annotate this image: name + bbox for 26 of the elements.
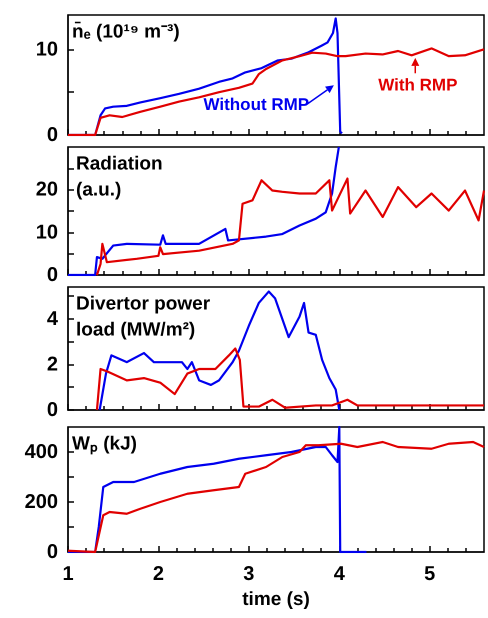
y-axis-title: Radiation (a.u.) xyxy=(76,154,168,200)
y-tick-label: 4 xyxy=(46,308,59,330)
y-tick-label: 0 xyxy=(46,399,58,421)
y-axis-title: Wₚ (kJ) xyxy=(72,434,137,454)
y-tick-label: 0 xyxy=(46,124,58,146)
y-tick-label: 10 xyxy=(36,221,58,244)
x-tick-label: 2 xyxy=(152,563,164,585)
x-tick-label: 3 xyxy=(243,563,254,585)
x-tick-label: 4 xyxy=(334,563,346,585)
series-label: With RMP xyxy=(378,76,458,95)
y-tick-label: 2 xyxy=(46,353,58,376)
y-axis-title: n̄ₑ (10¹⁹ m⁻³) xyxy=(72,21,180,42)
y-tick-label: 20 xyxy=(36,178,58,201)
x-axis-title: time (s) xyxy=(242,589,310,610)
x-tick-label: 5 xyxy=(424,563,436,585)
y-tick-label: 400 xyxy=(24,441,58,463)
y-tick-label: 200 xyxy=(24,491,58,513)
y-axis-title: Divertor power load (MW/m²) xyxy=(76,294,216,340)
line-series xyxy=(96,347,486,412)
legend-label: Without RMP xyxy=(204,95,310,114)
y-tick-label: 0 xyxy=(46,541,58,563)
x-tick-label: 1 xyxy=(62,563,74,585)
y-tick-label: 10 xyxy=(36,38,58,60)
y-tick-label: 0 xyxy=(46,264,58,286)
line-series xyxy=(66,426,368,554)
line-series xyxy=(66,146,340,276)
